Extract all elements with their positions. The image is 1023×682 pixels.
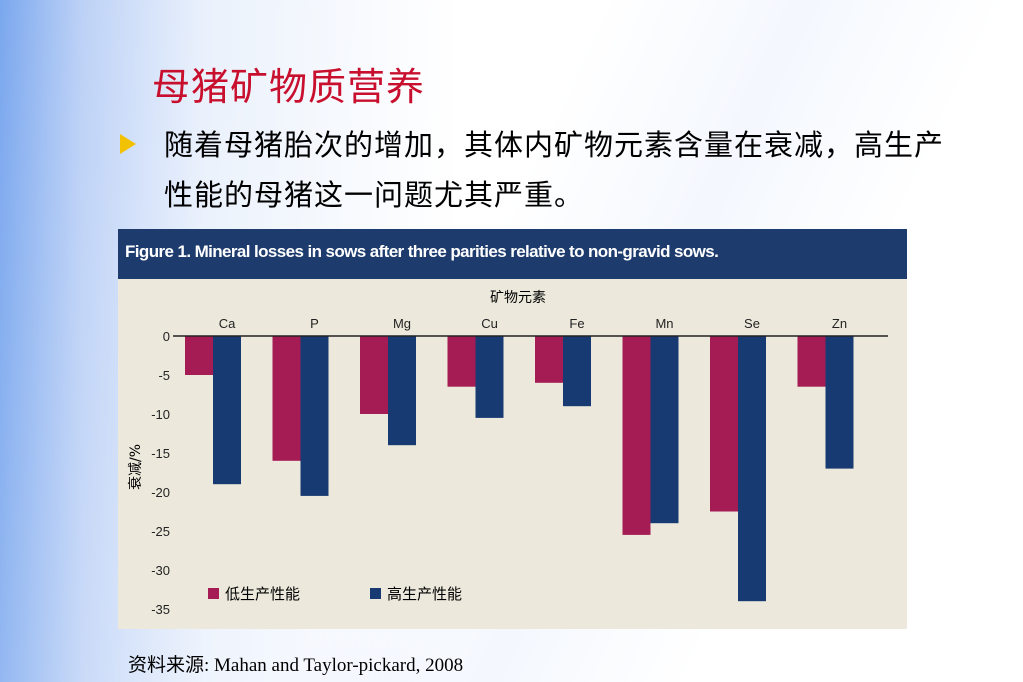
bar-low-Mn [622, 336, 651, 535]
bar-high-Zn [825, 336, 854, 469]
category-label: Mg [393, 316, 411, 331]
y-tick-label: 0 [163, 329, 170, 344]
figure-header: Figure 1. Mineral losses in sows after t… [118, 229, 907, 279]
bar-low-P [272, 336, 301, 461]
bar-high-P [300, 336, 329, 496]
category-label: Cu [481, 316, 498, 331]
bar-low-Mg [360, 336, 388, 414]
bar-low-Se [710, 336, 738, 512]
category-label: Fe [569, 316, 584, 331]
category-label: Zn [832, 316, 847, 331]
y-tick-label: -30 [151, 563, 170, 578]
category-label: Mn [655, 316, 673, 331]
y-tick-label: -15 [151, 446, 170, 461]
legend-label-high: 高生产性能 [387, 585, 462, 603]
category-label: P [310, 316, 319, 331]
bar-high-Mn [650, 336, 679, 524]
bar-high-Fe [563, 336, 591, 407]
y-tick-label: -10 [151, 407, 170, 422]
bar-high-Ca [213, 336, 241, 485]
bullet-text: 随着母猪胎次的增加，其体内矿物元素含量在衰减，高生产性能的母猪这一问题尤其严重。 [164, 128, 945, 212]
y-tick-label: -25 [151, 524, 170, 539]
legend-swatch-low [208, 588, 219, 599]
bar-high-Cu [475, 336, 504, 418]
y-tick-label: -5 [158, 368, 170, 383]
y-tick-label: -35 [151, 602, 170, 617]
y-axis-title: 衰减/% [127, 444, 144, 490]
bar-high-Mg [388, 336, 416, 446]
bar-low-Ca [185, 336, 213, 375]
bar-low-Fe [535, 336, 563, 383]
x-axis-title: 矿物元素 [490, 290, 546, 306]
bullet-arrow-icon [120, 134, 136, 154]
category-label: Se [744, 316, 760, 331]
figure: Figure 1. Mineral losses in sows after t… [118, 229, 907, 629]
legend-label-low: 低生产性能 [225, 585, 300, 603]
bar-low-Zn [797, 336, 826, 387]
figure-caption: Figure 1. Mineral losses in sows after t… [125, 242, 719, 261]
slide-title: 母猪矿物质营养 [152, 65, 426, 109]
legend-swatch-high [370, 588, 381, 599]
category-label: Ca [219, 316, 236, 331]
bar-high-Se [738, 336, 766, 602]
source-citation: 资料来源: Mahan and Taylor-pickard, 2008 [128, 655, 464, 676]
bar-low-Cu [447, 336, 476, 387]
y-tick-label: -20 [151, 485, 170, 500]
